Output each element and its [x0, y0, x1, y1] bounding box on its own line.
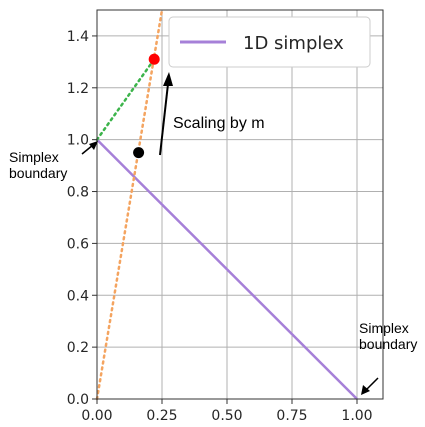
- legend-label: 1D simplex: [243, 33, 344, 54]
- boundary-right-arrow-line: [365, 377, 379, 391]
- y-tick-label: 0.8: [67, 185, 89, 201]
- y-tick-label: 0.0: [67, 392, 89, 408]
- series-layer: [95, 8, 358, 401]
- annotation-boundary-left: Simplex boundary: [9, 141, 98, 181]
- series-dotted-line-2: [95, 58, 156, 141]
- y-tick-label: 1.4: [67, 29, 89, 45]
- points-layer: [133, 53, 160, 159]
- legend: 1D simplex: [168, 16, 371, 68]
- x-axis: 0.00 0.25 0.50 0.75 1.00: [81, 399, 373, 424]
- scaling-label: Scaling by m: [173, 115, 265, 132]
- boundary-left-arrowhead-icon: [89, 141, 98, 150]
- boundary-right-label-line1: Simplex: [359, 320, 409, 336]
- y-tick-label: 0.6: [67, 236, 89, 252]
- grid: [96, 10, 383, 400]
- data-point-1: [148, 53, 160, 65]
- data-point-0: [133, 147, 145, 159]
- y-tick-label: 1.2: [67, 81, 89, 97]
- x-tick-label: 0.75: [276, 408, 307, 424]
- y-tick-label: 0.4: [67, 288, 89, 304]
- boundary-left-label-line1: Simplex: [9, 149, 59, 165]
- scaling-arrow-line: [159, 83, 169, 156]
- x-tick-label: 0.25: [146, 408, 177, 424]
- series-dotted-line-1: [95, 8, 164, 401]
- boundary-left-label-line2: boundary: [9, 165, 67, 181]
- y-axis: 0.0 0.2 0.4 0.6 0.8 1.0 1.2 1.4: [67, 29, 97, 408]
- annotation-boundary-right: Simplex boundary: [359, 320, 417, 395]
- x-tick-label: 0.50: [211, 408, 242, 424]
- boundary-right-arrowhead-icon: [361, 385, 370, 395]
- scaling-arrowhead-icon: [163, 72, 173, 86]
- boundary-right-label-line2: boundary: [359, 336, 417, 352]
- y-tick-label: 0.2: [67, 340, 89, 356]
- plot-frame: [96, 9, 384, 400]
- annotation-scaling: Scaling by m: [159, 72, 265, 156]
- x-tick-label: 1.00: [341, 408, 372, 424]
- x-tick-label: 0.00: [81, 408, 112, 424]
- y-tick-label: 1.0: [67, 133, 89, 149]
- series-simplex-line: [96, 138, 358, 400]
- legend-box: [168, 16, 371, 68]
